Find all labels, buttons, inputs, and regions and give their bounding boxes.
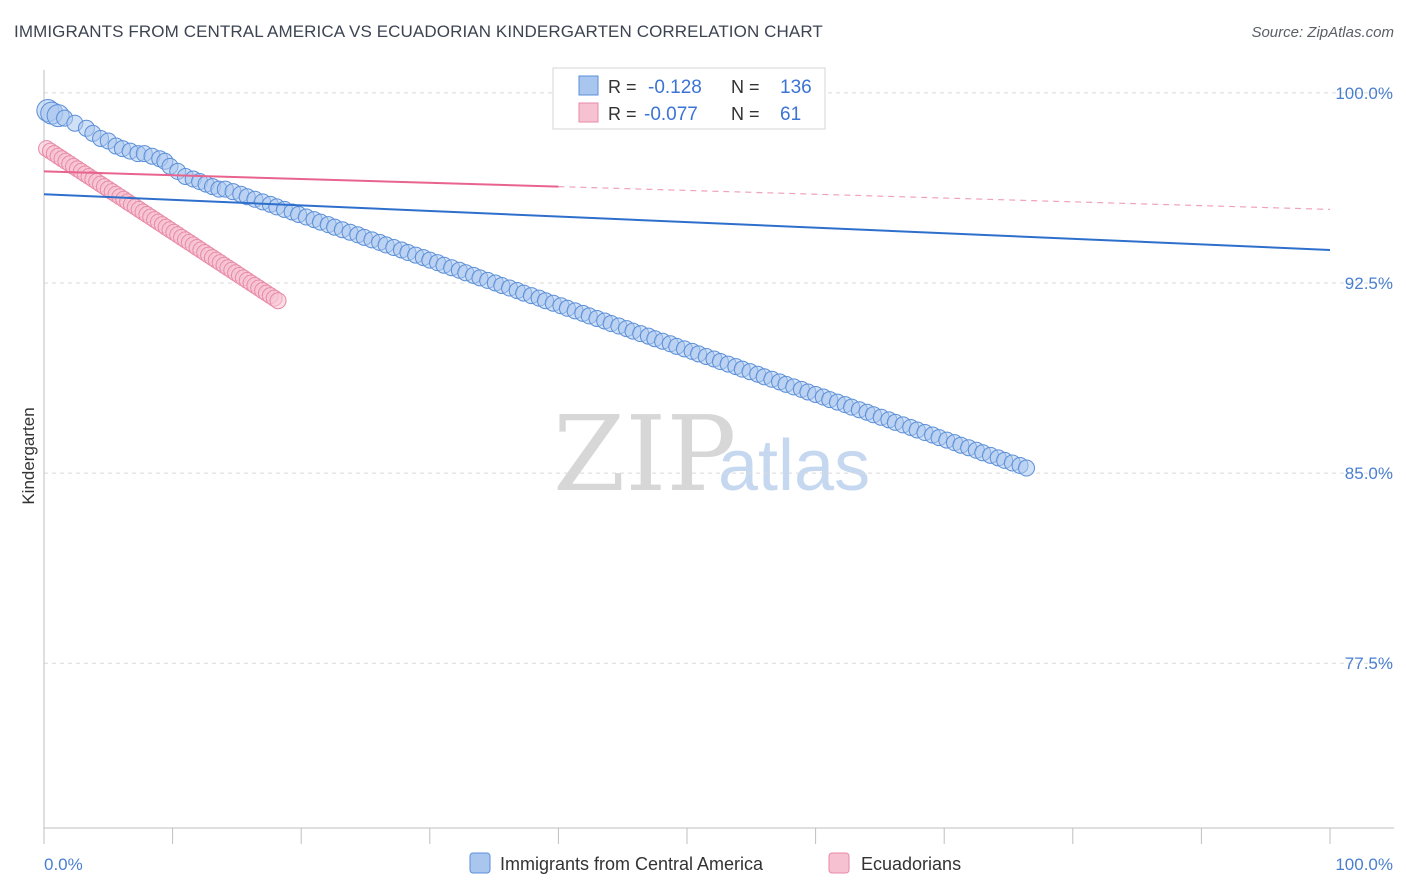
trend-lines [43, 170, 1331, 251]
chart-title: IMMIGRANTS FROM CENTRAL AMERICA VS ECUAD… [14, 22, 823, 41]
legend-swatch-blue [578, 75, 599, 96]
y-axis-label: Kindergarten [19, 407, 38, 504]
legend-r-label-1: R = [608, 77, 637, 97]
stats-legend: R = -0.128 N = 136 R = -0.077 N = 61 [552, 67, 826, 130]
legend-item-blue-label: Immigrants from Central America [500, 854, 764, 874]
legend-n-value-2: 61 [780, 104, 801, 125]
legend-swatch-pink [578, 102, 599, 123]
legend-item-blue-swatch [469, 852, 491, 874]
y-tick-label-2: 85.0% [1345, 464, 1393, 483]
y-tick-label-3: 77.5% [1345, 654, 1393, 673]
legend-r-label-2: R = [608, 104, 637, 124]
legend-r-value-2: -0.077 [644, 104, 698, 125]
legend-item-pink-label: Ecuadorians [861, 854, 961, 874]
watermark-atlas: atlas [718, 426, 870, 506]
legend-n-label-2: N = [731, 104, 760, 124]
ecuadorians-trend-line-extension [558, 186, 1331, 211]
y-tick-label-0: 100.0% [1335, 84, 1393, 103]
series-legend: Immigrants from Central America Ecuadori… [469, 852, 961, 874]
legend-r-value-1: -0.128 [648, 77, 702, 98]
legend-item-pink-swatch [828, 852, 850, 874]
y-tick-label-1: 92.5% [1345, 274, 1393, 293]
x-tick-label-1: 100.0% [1335, 855, 1393, 874]
ecuadorians-trend-line [43, 170, 559, 188]
watermark-zip: ZIP [553, 393, 736, 515]
x-tick-labels: 0.0% 100.0% [44, 855, 1393, 874]
ecuadorians-point [269, 292, 287, 310]
legend-n-label-1: N = [731, 77, 760, 97]
y-tick-labels: 100.0% 92.5% 85.0% 77.5% [1335, 84, 1393, 673]
central-america-point [1018, 459, 1036, 477]
x-tick-label-0: 0.0% [44, 855, 83, 874]
axes [43, 70, 1394, 844]
legend-n-value-1: 136 [780, 77, 812, 98]
source-label: Source: ZipAtlas.com [1251, 24, 1394, 41]
central-america-trend-line [43, 193, 1331, 251]
central-america-points [36, 99, 1036, 477]
